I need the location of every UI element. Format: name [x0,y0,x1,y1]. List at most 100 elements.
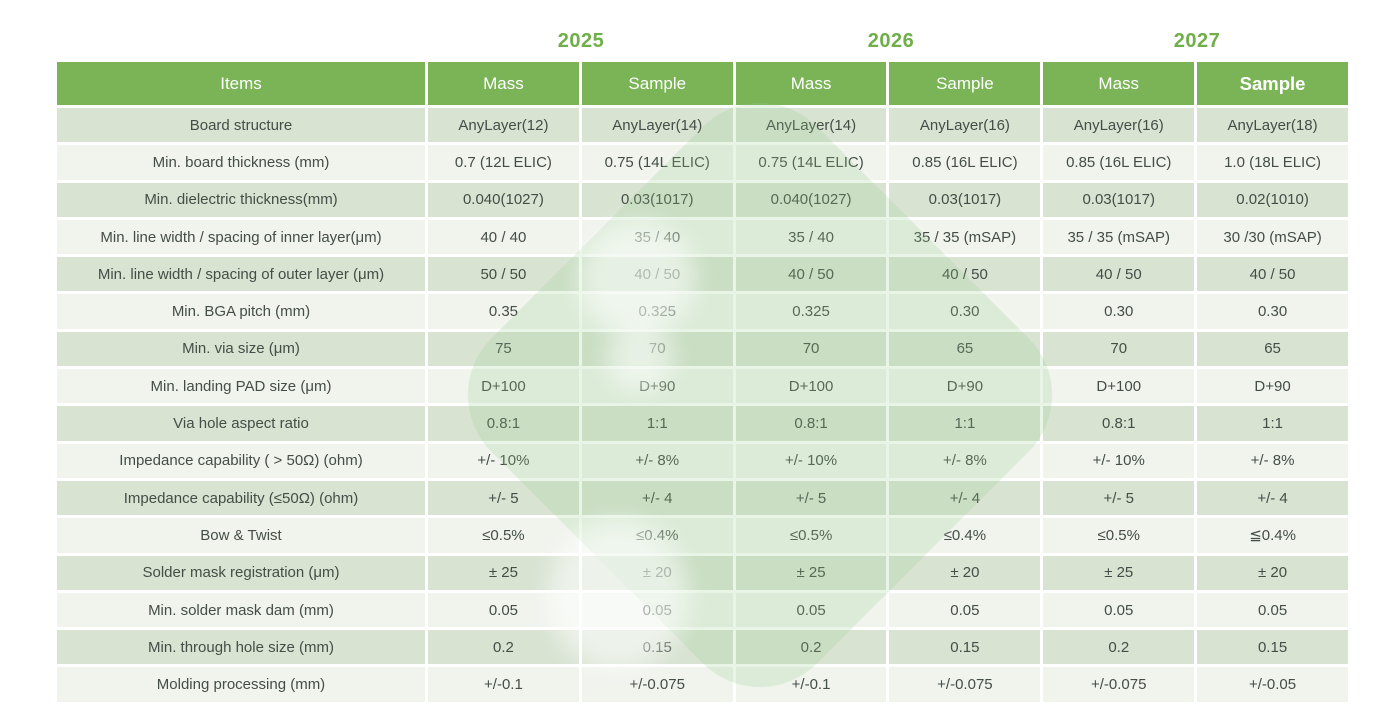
year-label-2026: 2026 [867,30,915,52]
cell: 1:1 [581,406,733,441]
cell: 70 [581,331,733,367]
cell: 30 /30 (mSAP) [1197,219,1348,255]
row-label: Min. through hole size (mm) [57,630,425,665]
cell: 0.2 [1043,630,1195,665]
cell: +/- 10% [428,443,579,478]
cell: D+100 [428,369,579,404]
cell: 0.05 [1197,592,1348,628]
cell: AnyLayer(18) [1197,108,1348,143]
row-label: Min. line width / spacing of outer layer… [57,257,425,292]
cell: ± 25 [428,555,579,590]
cell: 0.15 [581,630,733,665]
cell: 1:1 [1197,406,1348,441]
cell: 0.05 [889,592,1041,628]
cell: ± 20 [1197,555,1348,590]
cell: ± 25 [1043,555,1195,590]
cell: 0.325 [735,294,887,329]
cell: 40 / 50 [581,257,733,292]
cell: ≤0.5% [428,518,579,553]
cell: +/-0.1 [428,667,579,702]
cell: 40 / 50 [889,257,1041,292]
cell: 0.03(1017) [889,182,1041,217]
row-label: Via hole aspect ratio [57,406,425,441]
column-header-mass-2025: Mass [428,62,579,105]
cell: 0.02(1010) [1197,182,1348,217]
cell: +/- 8% [581,443,733,478]
cell: +/-0.075 [889,667,1041,702]
row-label: Min. solder mask dam (mm) [57,592,425,628]
cell: 40 / 50 [1197,257,1348,292]
cell: +/-0.1 [735,667,887,702]
cell: 35 / 40 [581,219,733,255]
cell: 0.2 [735,630,887,665]
cell: +/- 8% [1197,443,1348,478]
cell: +/- 4 [1197,480,1348,516]
cell: 0.75 (14L ELIC) [735,145,887,180]
cell: 0.15 [1197,630,1348,665]
cell: 0.8:1 [1043,406,1195,441]
cell: 35 / 35 (mSAP) [1043,219,1195,255]
cell: +/- 4 [581,480,733,516]
cell: 0.040(1027) [428,182,579,217]
cell: 70 [735,331,887,367]
cell: AnyLayer(12) [428,108,579,143]
cell: +/- 4 [889,480,1041,516]
cell: ≤0.5% [1043,518,1195,553]
cell: 0.30 [1043,294,1195,329]
cell: 0.8:1 [428,406,579,441]
cell: 65 [1197,331,1348,367]
column-header-items: Items [57,62,425,105]
cell: 40 / 40 [428,219,579,255]
cell: 70 [1043,331,1195,367]
cell: D+90 [889,369,1041,404]
column-header-sample-2027: Sample [1197,62,1348,105]
cell: 0.03(1017) [581,182,733,217]
row-label: Min. board thickness (mm) [57,145,425,180]
cell: +/- 5 [1043,480,1195,516]
cell: ≤0.4% [889,518,1041,553]
cell: D+90 [1197,369,1348,404]
cell: 0.85 (16L ELIC) [889,145,1041,180]
cell: +/- 10% [1043,443,1195,478]
cell: 0.040(1027) [735,182,887,217]
cell: ≤0.5% [735,518,887,553]
cell: 35 / 35 (mSAP) [889,219,1041,255]
cell: 0.15 [889,630,1041,665]
cell: AnyLayer(14) [581,108,733,143]
cell: +/- 5 [735,480,887,516]
cell: 0.05 [581,592,733,628]
cell: 65 [889,331,1041,367]
cell: +/- 10% [735,443,887,478]
cell: +/-0.075 [1043,667,1195,702]
cell: D+100 [735,369,887,404]
row-label: Solder mask registration (μm) [57,555,425,590]
cell: 0.05 [1043,592,1195,628]
cell: 75 [428,331,579,367]
cell: 0.325 [581,294,733,329]
capability-table: Items Mass Sample Mass Sample Mass Sample Boar… [57,62,1348,702]
cell: D+100 [1043,369,1195,404]
cell: AnyLayer(14) [735,108,887,143]
row-label: Bow & Twist [57,518,425,553]
cell: 0.30 [1197,294,1348,329]
cell: AnyLayer(16) [1043,108,1195,143]
cell: 35 / 40 [735,219,887,255]
cell: 1.0 (18L ELIC) [1197,145,1348,180]
cell: 0.35 [428,294,579,329]
column-header-mass-2026: Mass [735,62,887,105]
row-label: Min. dielectric thickness(mm) [57,182,425,217]
cell: +/-0.05 [1197,667,1348,702]
cell: 50 / 50 [428,257,579,292]
cell: AnyLayer(16) [889,108,1041,143]
column-header-mass-2027: Mass [1043,62,1195,105]
cell: 40 / 50 [1043,257,1195,292]
row-label: Min. landing PAD size (μm) [57,369,425,404]
cell: ± 25 [735,555,887,590]
cell: 40 / 50 [735,257,887,292]
row-label: Board structure [57,108,425,143]
cell: 1:1 [889,406,1041,441]
cell: ≦0.4% [1197,518,1348,553]
row-label: Molding processing (mm) [57,667,425,702]
cell: +/-0.075 [581,667,733,702]
